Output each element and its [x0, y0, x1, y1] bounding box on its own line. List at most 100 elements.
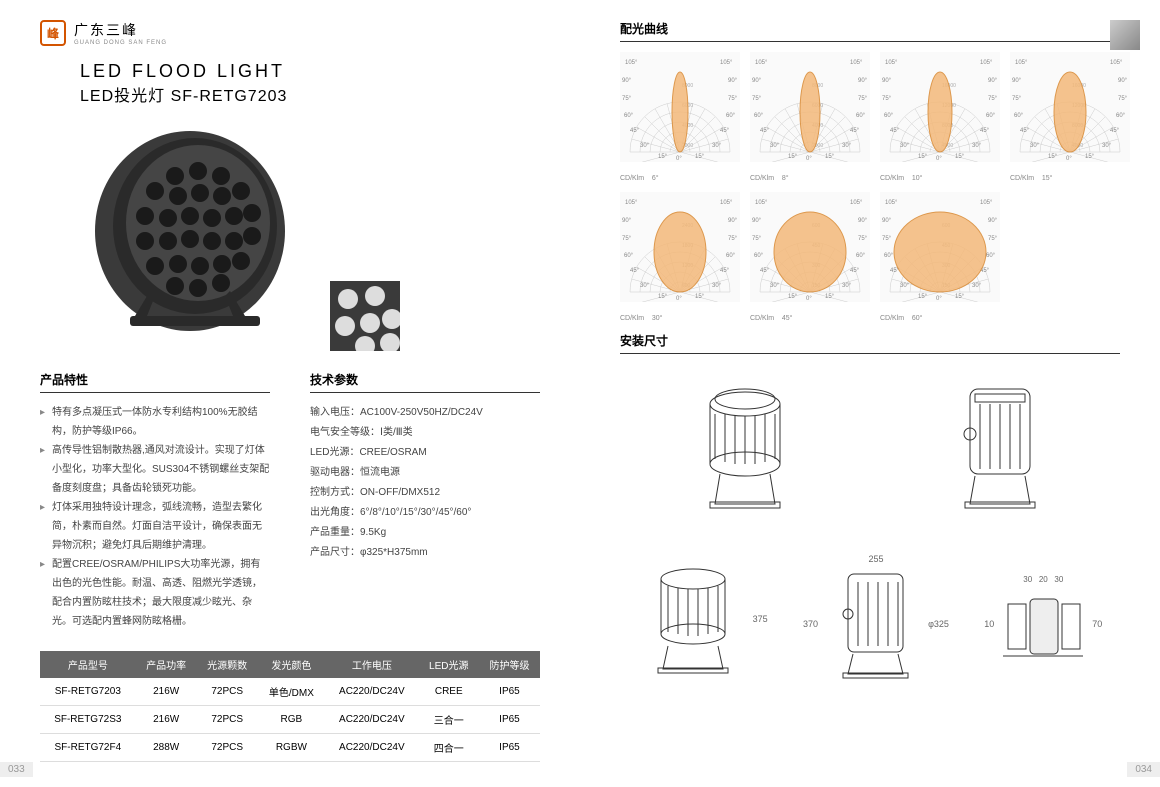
table-header: 防护等级 [479, 651, 540, 678]
table-cell: 单色/DMX [258, 678, 325, 706]
table-cell: SF-RETG72F4 [40, 734, 136, 762]
svg-text:0°: 0° [676, 156, 682, 162]
table-cell: 三合一 [419, 706, 479, 734]
svg-text:60°: 60° [624, 253, 634, 259]
logo-bar: 峰 广东三峰 GUANG DONG SAN FENG [40, 20, 540, 46]
table-header: LED光源 [419, 651, 479, 678]
left-page: 峰 广东三峰 GUANG DONG SAN FENG LED FLOOD LIG… [0, 0, 580, 787]
svg-text:60°: 60° [1116, 113, 1126, 119]
polar-chart: 105°105°90°90°75°75°60°60°45°45°30°30°15… [880, 192, 1000, 312]
page-number-right: 034 [1127, 762, 1160, 777]
table-cell: IP65 [479, 734, 540, 762]
floodlight-image [80, 121, 310, 351]
svg-text:30°: 30° [712, 143, 722, 149]
table-cell: AC220/DC24V [325, 678, 419, 706]
feature-item: 高传导性铝制散热器,通风对流设计。实现了灯体小型化，功率大型化。SUS304不锈… [40, 441, 270, 498]
svg-text:75°: 75° [988, 96, 998, 102]
page-number-left: 033 [0, 762, 33, 777]
svg-text:105°: 105° [980, 60, 993, 66]
svg-text:75°: 75° [858, 236, 868, 242]
table-cell: 72PCS [197, 678, 258, 706]
svg-text:105°: 105° [1015, 60, 1028, 66]
svg-text:15°: 15° [955, 154, 965, 160]
svg-text:45°: 45° [850, 268, 860, 274]
title-en: LED FLOOD LIGHT [80, 61, 540, 82]
svg-text:105°: 105° [1110, 60, 1123, 66]
svg-text:60°: 60° [726, 253, 736, 259]
param-row: 电气安全等级：Ⅰ类/Ⅲ类 [310, 423, 540, 443]
svg-text:75°: 75° [752, 236, 762, 242]
polar-chart: 105°105°90°90°75°75°60°60°45°45°30°30°15… [620, 52, 740, 172]
install-dim-side [823, 564, 923, 684]
dim-s0: 30 [1023, 575, 1032, 584]
title-cn: LED投光灯 SF-RETG7203 [80, 82, 540, 106]
table-cell: SF-RETG72S3 [40, 706, 136, 734]
svg-text:0°: 0° [936, 296, 942, 302]
table-cell: 216W [136, 706, 197, 734]
dim-sh: 70 [1092, 619, 1102, 629]
svg-text:105°: 105° [755, 200, 768, 206]
polar-chart: 105°105°90°90°75°75°60°60°45°45°30°30°15… [750, 192, 870, 312]
svg-text:15°: 15° [695, 294, 705, 300]
svg-text:15°: 15° [788, 294, 798, 300]
svg-text:60°: 60° [856, 253, 866, 259]
svg-text:30°: 30° [712, 283, 722, 289]
svg-text:90°: 90° [622, 218, 632, 224]
svg-text:15°: 15° [825, 294, 835, 300]
svg-text:15°: 15° [955, 294, 965, 300]
svg-text:45°: 45° [850, 128, 860, 134]
svg-text:75°: 75° [882, 236, 892, 242]
install-side [935, 374, 1055, 524]
svg-text:45°: 45° [720, 268, 730, 274]
svg-text:75°: 75° [1118, 96, 1128, 102]
svg-text:90°: 90° [752, 218, 762, 224]
svg-text:90°: 90° [988, 218, 998, 224]
param-row: 出光角度：6°/8°/10°/15°/30°/45°/60° [310, 503, 540, 523]
dim-sh2: 10 [984, 619, 994, 629]
svg-text:105°: 105° [885, 60, 898, 66]
table-cell: SF-RETG7203 [40, 678, 136, 706]
svg-text:15°: 15° [825, 154, 835, 160]
table-cell: 72PCS [197, 734, 258, 762]
dim-s1: 20 [1039, 575, 1048, 584]
svg-text:30°: 30° [640, 283, 650, 289]
svg-text:0°: 0° [1066, 156, 1072, 162]
svg-text:90°: 90° [858, 218, 868, 224]
svg-text:75°: 75° [728, 96, 738, 102]
company-sub: GUANG DONG SAN FENG [74, 40, 167, 46]
svg-text:90°: 90° [1012, 78, 1022, 84]
param-row: LED光源：CREE/OSRAM [310, 443, 540, 463]
svg-text:75°: 75° [988, 236, 998, 242]
table-cell: AC220/DC24V [325, 734, 419, 762]
dim-s2: 30 [1054, 575, 1063, 584]
svg-text:90°: 90° [728, 78, 738, 84]
svg-text:30°: 30° [972, 143, 982, 149]
polar-chart: 105°105°90°90°75°75°60°60°45°45°30°30°15… [750, 52, 870, 172]
svg-text:105°: 105° [625, 60, 638, 66]
svg-text:45°: 45° [890, 128, 900, 134]
dim-width: 255 [803, 554, 949, 564]
svg-text:15°: 15° [1048, 154, 1058, 160]
svg-text:90°: 90° [882, 218, 892, 224]
param-row: 产品重量：9.5Kg [310, 523, 540, 543]
table-header: 产品型号 [40, 651, 136, 678]
detail-thumb [330, 281, 400, 351]
install-dim-top [998, 584, 1088, 664]
svg-text:90°: 90° [728, 218, 738, 224]
svg-text:30°: 30° [1030, 143, 1040, 149]
svg-text:90°: 90° [622, 78, 632, 84]
table-row: SF-RETG7203216W72PCS单色/DMXAC220/DC24VCRE… [40, 678, 540, 706]
table-cell: AC220/DC24V [325, 706, 419, 734]
logo-icon: 峰 [40, 20, 66, 46]
svg-text:60°: 60° [856, 113, 866, 119]
svg-text:30°: 30° [972, 283, 982, 289]
svg-text:0°: 0° [806, 156, 812, 162]
table-header: 光源颗数 [197, 651, 258, 678]
table-cell: 288W [136, 734, 197, 762]
svg-text:45°: 45° [720, 128, 730, 134]
svg-text:30°: 30° [842, 283, 852, 289]
install-drawings-row1 [620, 374, 1120, 524]
table-cell: RGB [258, 706, 325, 734]
svg-text:90°: 90° [988, 78, 998, 84]
svg-text:75°: 75° [622, 96, 632, 102]
